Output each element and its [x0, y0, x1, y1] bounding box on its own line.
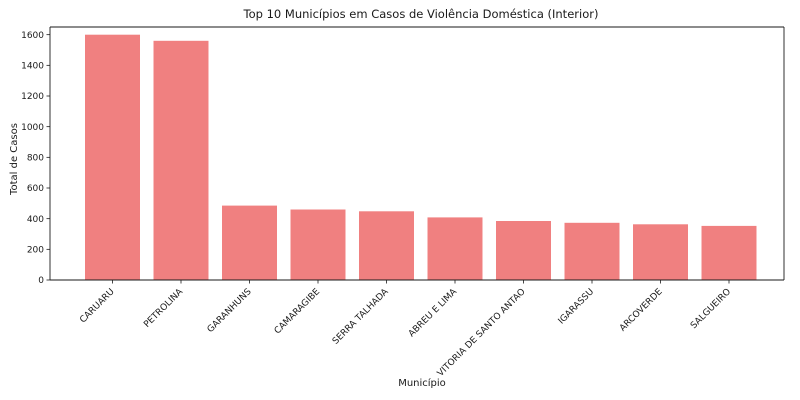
x-tick-label: IGARASSU [557, 287, 596, 326]
x-tick-label: ABREU E LIMA [407, 286, 460, 339]
bar-vitoria-de-santo-antao [496, 221, 551, 280]
bar-petrolina [153, 40, 209, 280]
bar-camaragibe [290, 209, 346, 280]
y-tick-label: 200 [27, 246, 44, 256]
y-tick-label: 1400 [21, 62, 44, 72]
y-tick-label: 800 [27, 154, 44, 164]
x-tick-label: SALGUEIRO [689, 287, 733, 331]
chart-title: Top 10 Municípios em Casos de Violência … [243, 7, 599, 21]
bar-igarassu [564, 222, 620, 280]
x-tick-label: PETROLINA [142, 286, 185, 329]
bar-arcoverde [633, 224, 688, 280]
y-tick-label: 1200 [21, 92, 44, 102]
y-axis-label: Total de Casos [9, 123, 20, 196]
y-tick-label: 400 [27, 215, 44, 225]
bar-garanhuns [222, 205, 277, 280]
y-tick-label: 600 [27, 184, 44, 194]
x-tick-label: SERRA TALHADA [331, 286, 391, 346]
x-tick-label: ARCOVERDE [618, 287, 665, 334]
x-tick-label: CAMARAGIBE [273, 287, 323, 337]
bar-serra-talhada [359, 211, 414, 280]
bar-salgueiro [701, 225, 757, 280]
x-tick-label: GARANHUNS [206, 287, 254, 335]
bars-group [85, 34, 757, 281]
bar-abreu-e-lima [427, 217, 483, 280]
y-tick-label: 1000 [21, 123, 44, 133]
y-tick-label: 1600 [21, 31, 44, 41]
x-axis-label: Município [398, 377, 446, 389]
y-tick-label: 0 [38, 276, 44, 286]
y-axis: 0 200 400 600 800 1000 1200 1400 1600 [21, 31, 50, 286]
x-tick-label: CARUARU [78, 287, 116, 325]
x-axis: CARUARU PETROLINA GARANHUNS CAMARAGIBE SERRA… [78, 280, 733, 379]
bar-caruaru [85, 34, 140, 281]
